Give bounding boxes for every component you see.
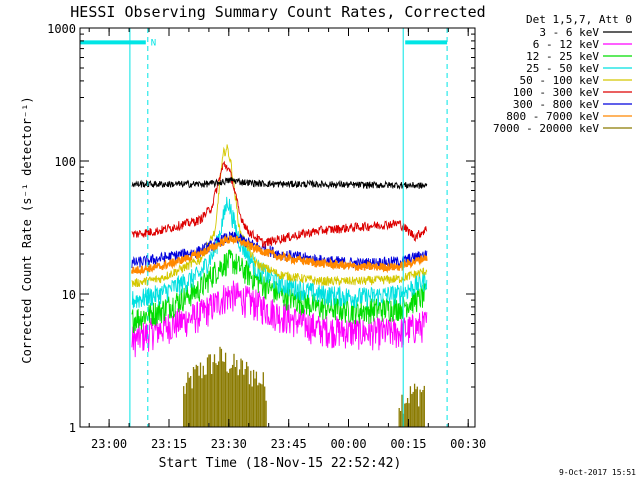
legend-item: 7000 - 20000 keV [493, 122, 632, 135]
chart-title: HESSI Observing Summary Count Rates, Cor… [70, 3, 485, 21]
y-tick-label: 10 [62, 288, 76, 302]
x-tick-label: 23:15 [151, 437, 187, 451]
series-100-300-kev [131, 160, 428, 248]
x-tick-label: 23:30 [211, 437, 247, 451]
x-tick-label: 00:15 [390, 437, 426, 451]
series-7000-20000-kev [183, 346, 425, 427]
y-tick-label: 1 [69, 421, 76, 435]
x-tick-label: 00:30 [450, 437, 486, 451]
legend-label: 12 - 25 keV [526, 50, 599, 63]
legend-item: 100 - 300 keV [513, 86, 632, 99]
x-tick-label: 23:00 [91, 437, 127, 451]
annotation-marker-label: N [151, 38, 156, 48]
series-300-800-kev [131, 231, 428, 270]
legend-label: 800 - 7000 keV [506, 110, 599, 123]
legend-label: 300 - 800 keV [513, 98, 599, 111]
plot-frame [79, 27, 476, 428]
x-tick-label: 00:00 [330, 437, 366, 451]
series-layer [131, 144, 428, 427]
series-6-12-kev [131, 280, 428, 358]
y-tick-label: 100 [54, 155, 76, 169]
legend-label: 7000 - 20000 keV [493, 122, 599, 135]
annotation-layer: N [80, 28, 448, 427]
legend-label: 6 - 12 keV [533, 38, 600, 51]
legend-header: Det 1,5,7, Att 0 [526, 13, 632, 26]
legend-item: 25 - 50 keV [526, 62, 632, 75]
legend-item: 800 - 7000 keV [506, 110, 632, 123]
legend-item: 3 - 6 keV [539, 26, 632, 39]
legend-item: 6 - 12 keV [533, 38, 632, 51]
legend-label: 3 - 6 keV [539, 26, 599, 39]
legend-label: 100 - 300 keV [513, 86, 599, 99]
footer-date: 9-Oct-2017 15:51 [559, 468, 636, 477]
series-3-6-kev [131, 176, 428, 190]
series-50-100-kev [131, 144, 428, 288]
y-axis-label: Corrected Count Rate (s⁻¹ detector⁻¹) [20, 96, 34, 363]
series-12-25-kev [131, 249, 428, 334]
legend-label: 25 - 50 keV [526, 62, 599, 75]
legend-item: 12 - 25 keV [526, 50, 632, 63]
y-tick-label: 1000 [47, 22, 76, 36]
axes-layer: 23:00 23:15 23:30 23:45 00:00 00:15 00:30 1 10 10… [47, 22, 486, 451]
series-800-7000-kev [131, 234, 428, 276]
x-tick-label: 23:45 [271, 437, 307, 451]
legend-item: 50 - 100 keV [520, 74, 632, 87]
x-axis-label: Start Time (18-Nov-15 22:52:42) [159, 456, 402, 471]
legend-label: 50 - 100 keV [520, 74, 600, 87]
legend-item: 300 - 800 keV [513, 98, 632, 111]
